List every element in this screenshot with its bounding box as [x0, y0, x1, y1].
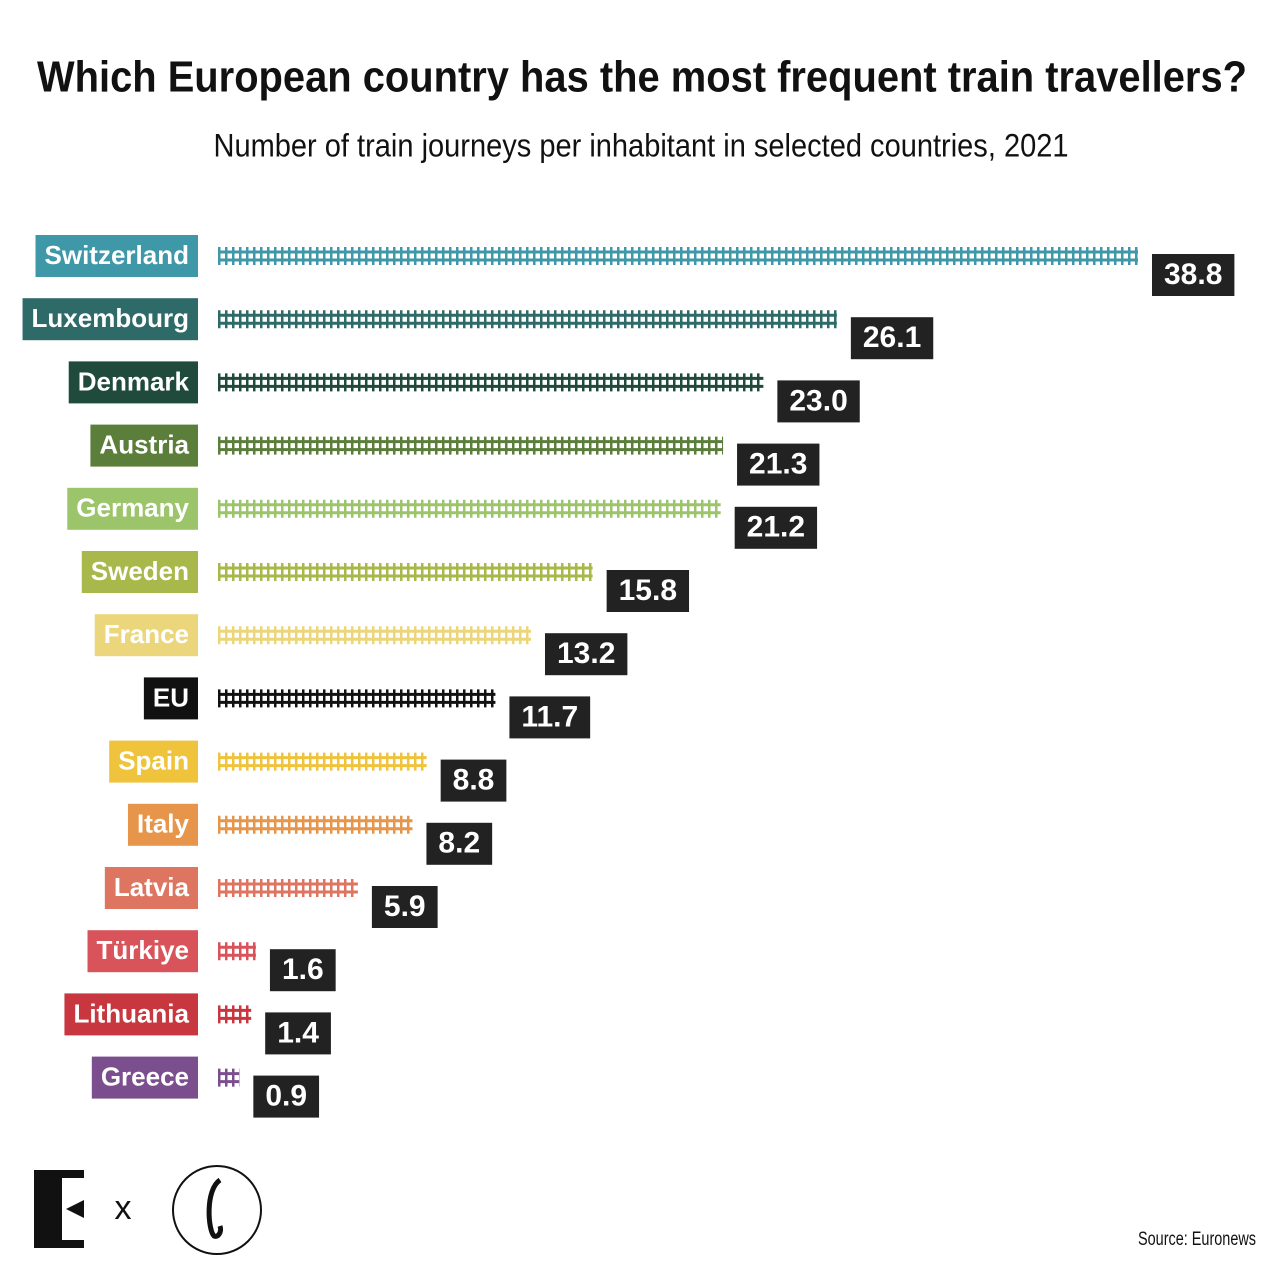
source: Source: Euronews: [1138, 1229, 1256, 1250]
category-label-box: [90, 424, 198, 467]
track-bar: [218, 879, 358, 897]
track-bar: [218, 1068, 240, 1087]
category-label-box: [143, 677, 198, 720]
category-label: Latvia: [114, 872, 190, 902]
track-bar: [218, 689, 496, 708]
value-label-box: [269, 949, 336, 992]
category-label-box: [81, 551, 198, 593]
value-label: 8.8: [453, 764, 495, 797]
track-bar: [218, 942, 256, 961]
category-label-box: [94, 614, 198, 657]
value-label-box: [850, 317, 934, 360]
logo-e: [34, 1170, 84, 1248]
value-label: 15.8: [619, 574, 677, 607]
track-bar: [218, 1005, 252, 1024]
category-label: Spain: [118, 745, 189, 775]
category-label: Sweden: [91, 556, 189, 586]
category-label: EU: [153, 682, 189, 712]
value-label: 8.2: [438, 827, 480, 860]
category-label-box: [91, 1056, 198, 1099]
value-label-box: [544, 633, 628, 676]
category-label: Austria: [99, 429, 189, 459]
category-label-box: [87, 930, 198, 973]
category-label: France: [104, 619, 189, 649]
category-label: Lithuania: [73, 998, 189, 1028]
track-bar: [218, 563, 593, 581]
value-label: 23.0: [789, 384, 847, 417]
value-label-box: [371, 886, 438, 928]
category-label: Türkiye: [97, 935, 190, 965]
category-label: Switzerland: [45, 240, 189, 270]
category-label-box: [68, 361, 198, 404]
value-label: 1.4: [277, 1016, 319, 1049]
value-label-box: [606, 570, 690, 612]
category-label-box: [22, 298, 198, 341]
category-label: Greece: [101, 1061, 189, 1091]
category-label-box: [104, 867, 198, 909]
value-label: 21.2: [747, 511, 805, 544]
category-label-box: [67, 487, 198, 530]
track-bar: [218, 752, 427, 771]
value-label: 21.3: [749, 448, 807, 481]
category-label: Denmark: [78, 366, 190, 396]
value-label-box: [509, 696, 591, 739]
logo-c: [172, 1165, 262, 1255]
chart-title: Which European country has the most freq…: [37, 53, 1247, 102]
value-label-box: [737, 443, 820, 486]
track-bar: [218, 373, 764, 392]
value-label-box: [426, 822, 493, 865]
category-label: Germany: [76, 493, 189, 523]
category-label-box: [127, 803, 198, 846]
track-bar: [218, 247, 1138, 265]
chart-subtitle: Number of train journeys per inhabitant …: [214, 127, 1069, 163]
category-label-box: [64, 993, 198, 1036]
category-label: Luxembourg: [32, 303, 189, 333]
value-label-box: [440, 759, 507, 802]
value-label-box: [253, 1075, 320, 1118]
value-label-box: [734, 506, 818, 549]
value-label-box: [265, 1012, 331, 1055]
value-label: 5.9: [384, 890, 426, 923]
track-bar: [218, 815, 413, 834]
value-label: 0.9: [265, 1080, 307, 1113]
category-label: Italy: [137, 809, 190, 839]
value-label-box: [1152, 254, 1235, 296]
value-label-box: [777, 380, 860, 423]
track-bar: [218, 310, 837, 329]
value-label: 11.7: [521, 700, 578, 733]
value-label: 26.1: [863, 321, 921, 354]
category-label-box: [35, 235, 198, 277]
value-label: 1.6: [282, 953, 324, 986]
category-label-box: [109, 740, 198, 783]
track-bar: [218, 436, 724, 455]
track-bar: [218, 499, 721, 518]
branding-separator: x: [115, 1189, 132, 1227]
track-bar: [218, 626, 531, 645]
value-label: 38.8: [1164, 258, 1222, 291]
value-label: 13.2: [557, 637, 615, 670]
